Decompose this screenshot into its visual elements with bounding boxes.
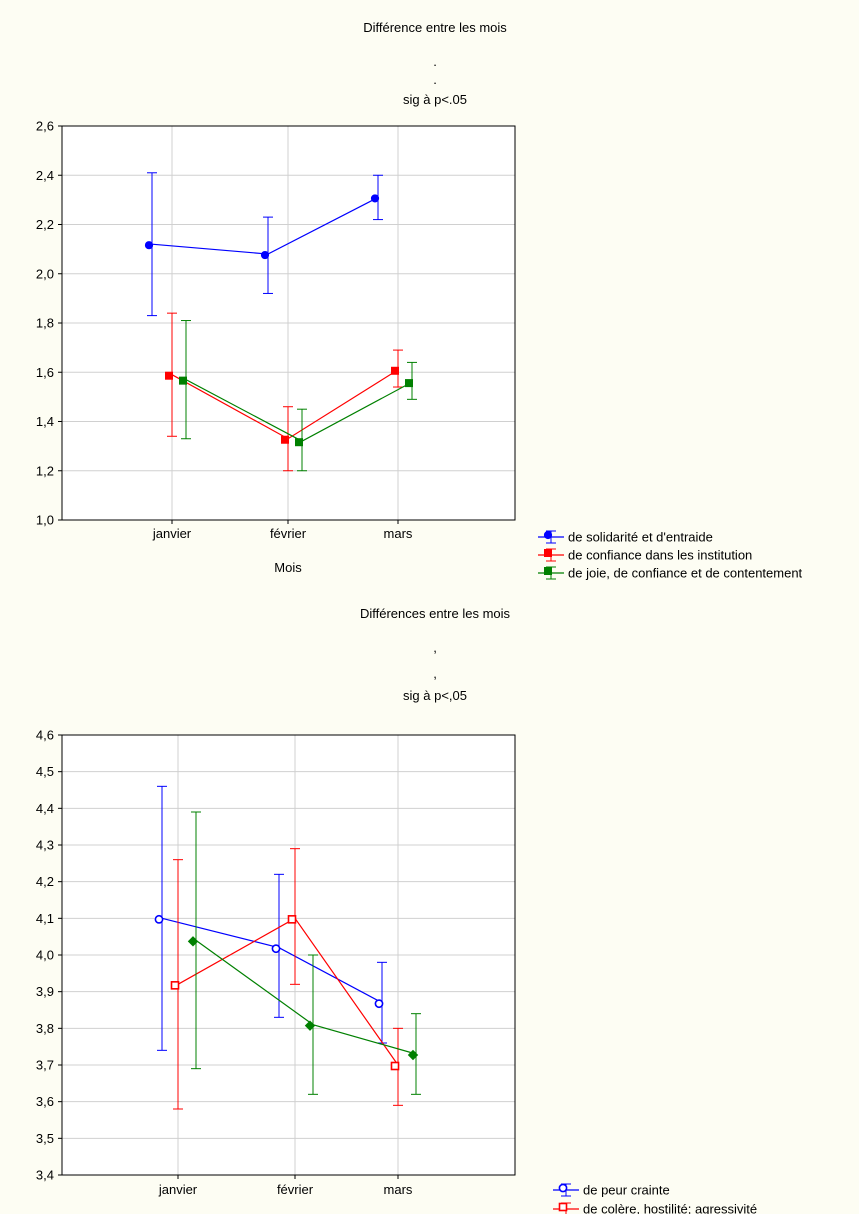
legend: de peur crainte de colère, hostilité; agr… (553, 1183, 757, 1214)
legend-marker (543, 530, 553, 540)
legend-marker (544, 549, 552, 557)
x-tick-label: mars (384, 526, 413, 541)
data-point-marker (154, 914, 164, 924)
y-tick-label: 3,9 (36, 984, 54, 999)
y-tick-label: 3,6 (36, 1094, 54, 1109)
data-point-marker (260, 250, 270, 260)
series-2 (165, 312, 403, 472)
legend-marker (558, 1202, 568, 1212)
y-tick-label: 1,2 (36, 463, 54, 478)
chart-title-line: , (433, 666, 437, 681)
chart-title-line: sig à p<.05 (403, 92, 467, 107)
data-point-marker (144, 241, 154, 250)
y-tick-label: 4,2 (36, 874, 54, 889)
x-tick-label: mars (384, 1182, 413, 1197)
data-point-marker (374, 999, 384, 1009)
y-tick-label: 4,6 (36, 728, 54, 743)
legend-label: de solidarité et d'entraide (568, 530, 713, 545)
legend-marker (558, 1183, 568, 1193)
chart-title-line: , (433, 640, 437, 655)
data-point-marker (407, 1049, 419, 1061)
legend-label: de joie, de confiance et de contentement (568, 566, 803, 581)
y-tick-label: 2,6 (36, 119, 54, 134)
legend-label: de colère, hostilité; agressivité (583, 1202, 757, 1214)
data-point-marker (370, 194, 380, 203)
chart-title-line: Différences entre les mois (360, 606, 511, 621)
series-2 (170, 848, 403, 1110)
y-tick-label: 2,2 (36, 217, 54, 232)
data-point-marker (187, 936, 199, 947)
chart-title-line: . (433, 72, 437, 87)
y-tick-label: 4,1 (36, 911, 54, 926)
y-tick-label: 2,0 (36, 266, 54, 281)
data-point-marker (165, 371, 173, 380)
series-1 (144, 172, 383, 317)
data-point-marker (179, 376, 187, 385)
data-point-marker (304, 1020, 316, 1031)
data-point-marker (271, 944, 281, 954)
chart-title-line: . (433, 54, 437, 69)
chart-title-line: Différence entre les mois (363, 20, 507, 35)
legend-label: de confiance dans les institution (568, 548, 752, 563)
y-tick-label: 4,5 (36, 764, 54, 779)
y-tick-label: 4,3 (36, 838, 54, 853)
y-tick-label: 3,5 (36, 1131, 54, 1146)
data-point-marker (390, 1061, 400, 1071)
legend-marker (544, 567, 552, 575)
series-1 (154, 785, 387, 1051)
data-point-marker (170, 981, 180, 990)
x-tick-label: janvier (158, 1182, 198, 1197)
chart-bottom: Différences entre les mois,, sig à p<,05 3… (36, 606, 757, 1214)
y-tick-label: 4,0 (36, 948, 54, 963)
legend: de solidarité et d'entraide de confiance … (538, 530, 803, 581)
data-point-marker (405, 379, 413, 388)
data-point-marker (281, 435, 289, 444)
y-tick-label: 3,4 (36, 1168, 54, 1183)
x-tick-label: février (270, 526, 307, 541)
x-tick-label: janvier (152, 526, 192, 541)
series-3 (187, 811, 421, 1095)
x-tick-label: février (277, 1182, 314, 1197)
chart-title-line: sig à p<,05 (403, 688, 467, 703)
y-tick-label: 3,8 (36, 1021, 54, 1036)
y-tick-label: 1,0 (36, 513, 54, 528)
x-axis-label: Mois (274, 560, 302, 575)
y-tick-label: 1,4 (36, 414, 54, 429)
chart-top: Différence entre les mois.. sig à p<.05 1,… (36, 20, 803, 581)
legend-label: de peur crainte (583, 1183, 670, 1198)
series-3 (179, 320, 417, 472)
data-point-marker (287, 915, 297, 924)
y-tick-label: 3,7 (36, 1058, 54, 1073)
data-point-marker (295, 438, 303, 447)
data-point-marker (391, 366, 399, 375)
y-tick-label: 4,4 (36, 801, 54, 816)
y-tick-label: 2,4 (36, 168, 54, 183)
y-tick-label: 1,8 (36, 316, 54, 331)
y-tick-label: 1,6 (36, 365, 54, 380)
